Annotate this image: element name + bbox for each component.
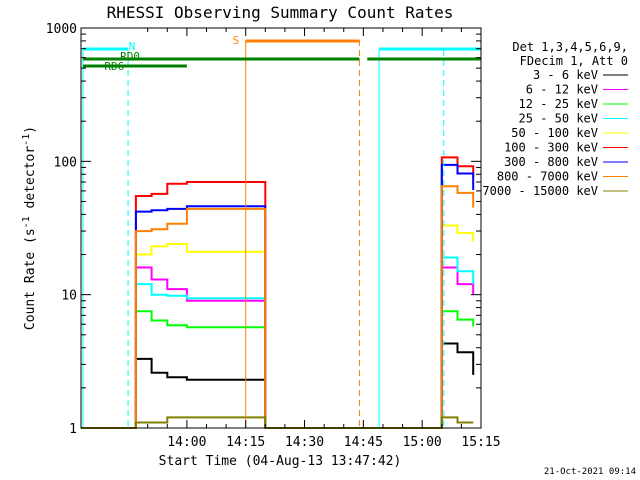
legend-header-1: Det 1,3,4,5,6,9, (512, 40, 628, 54)
y-axis-label-sup1: -1 (21, 216, 32, 228)
series-line-8 (81, 416, 474, 429)
x-tick-label: 15:15 (461, 435, 500, 450)
x-tick-label: 14:45 (344, 435, 383, 450)
legend-label-2: 12 - 25 keV (519, 97, 598, 111)
y-tick-label: 100 (54, 155, 77, 170)
x-axis: 14:00 14:15 14:30 14:45 15:00 15:15 (147, 28, 501, 450)
series-line-2 (81, 310, 475, 429)
flag-label-rd6: RD6 (104, 60, 124, 73)
series-line-3 (81, 256, 475, 429)
legend-label-5: 100 - 300 keV (504, 141, 598, 155)
y-axis: 1 10 100 1000 (46, 22, 481, 437)
series-line-0 (81, 342, 475, 429)
series-line-6 (81, 163, 475, 429)
legend-label-0: 3 - 6 keV (533, 68, 598, 82)
flag-label-n: N (129, 40, 136, 53)
y-axis-label-sup2: -1 (21, 134, 32, 146)
x-tick-label: 15:00 (403, 435, 442, 450)
series-line-4 (81, 224, 475, 429)
legend: Det 1,3,4,5,6,9, FDecim 1, Att 0 3 - 6 k… (482, 40, 628, 198)
y-tick-label: 1 (69, 422, 77, 437)
series-line-7 (81, 185, 475, 429)
legend-label-3: 25 - 50 keV (519, 112, 598, 126)
timestamp: 21-Oct-2021 09:14 (544, 467, 636, 477)
y-axis-label-text: Count Rate (s (23, 228, 38, 330)
x-tick-label: 14:15 (226, 435, 265, 450)
chart-title: RHESSI Observing Summary Count Rates (107, 3, 454, 22)
plot-frame (80, 27, 482, 429)
legend-label-7: 800 - 7000 keV (497, 170, 598, 184)
legend-label-1: 6 - 12 keV (526, 83, 598, 97)
x-axis-label: Start Time (04-Aug-13 13:47:42) (159, 454, 402, 469)
series-line-5 (81, 156, 475, 429)
x-tick-label: 14:30 (285, 435, 324, 450)
legend-header-2: FDecim 1, Att 0 (520, 54, 628, 68)
legend-label-8: 7000 - 15000 keV (482, 184, 598, 198)
legend-label-6: 300 - 800 keV (504, 155, 598, 169)
flag-label-s: S (233, 34, 240, 47)
flag-label-rd0: RD0 (120, 50, 140, 63)
y-tick-label: 10 (61, 289, 77, 304)
y-axis-label-end: ) (23, 126, 38, 134)
series-line-1 (81, 266, 475, 429)
legend-label-4: 50 - 100 keV (511, 126, 598, 140)
x-tick-label: 14:00 (167, 435, 206, 450)
guides-layer (82, 40, 445, 428)
series-layer (81, 156, 475, 429)
y-axis-label-mid: detector (23, 146, 38, 217)
y-tick-label: 1000 (46, 22, 77, 37)
y-axis-label: Count Rate (s-1 detector-1) (21, 126, 38, 330)
